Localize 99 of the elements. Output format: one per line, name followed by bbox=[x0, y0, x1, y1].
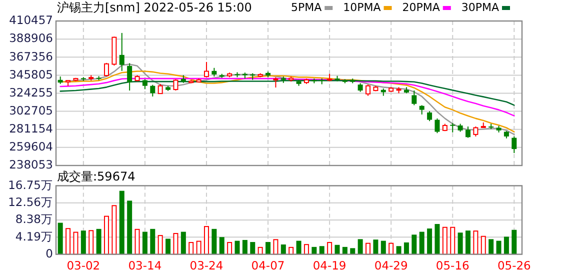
bar bbox=[58, 222, 63, 254]
bar bbox=[96, 228, 102, 254]
bar bbox=[358, 239, 363, 254]
bar bbox=[104, 216, 109, 255]
bar bbox=[504, 236, 509, 254]
y-tick-label: 12.56万 bbox=[8, 195, 53, 210]
candlestick bbox=[419, 104, 424, 115]
bar bbox=[242, 240, 248, 254]
candlestick bbox=[366, 84, 371, 96]
bar bbox=[280, 244, 286, 254]
y-tick-label: 8.38万 bbox=[15, 212, 53, 226]
bar bbox=[404, 242, 409, 254]
x-tick-label: 05-26 bbox=[497, 258, 531, 272]
x-tick-label: 04-29 bbox=[374, 258, 408, 272]
bar bbox=[219, 237, 224, 254]
candlestick bbox=[273, 76, 278, 88]
candlestick bbox=[427, 110, 432, 122]
bar bbox=[134, 228, 140, 255]
bar bbox=[466, 230, 471, 254]
candlestick bbox=[450, 122, 456, 133]
bar bbox=[373, 240, 378, 254]
candlestick bbox=[173, 78, 178, 92]
y-tick-label: 410457 bbox=[9, 13, 53, 28]
bar bbox=[458, 232, 463, 254]
x-tick-label: 05-16 bbox=[436, 258, 470, 272]
bar bbox=[419, 232, 424, 254]
x-tick-label: 03-24 bbox=[190, 258, 224, 272]
bar bbox=[412, 234, 417, 254]
candlestick bbox=[204, 61, 209, 78]
bar bbox=[150, 228, 156, 254]
bar bbox=[80, 230, 86, 254]
candlestick bbox=[150, 84, 156, 97]
candlestick bbox=[412, 90, 417, 106]
chart-title: 成交量:59674 bbox=[57, 169, 136, 184]
bar bbox=[380, 240, 386, 254]
bar bbox=[450, 226, 456, 255]
y-tick-label: 302705 bbox=[9, 103, 53, 118]
bar bbox=[88, 230, 94, 255]
bar bbox=[73, 232, 78, 255]
candlestick bbox=[473, 126, 478, 137]
chart-title: 沪锡主力[snm] 2022-05-26 15:00 bbox=[57, 0, 252, 14]
bar bbox=[66, 228, 71, 255]
y-tick-label: 16.75万 bbox=[8, 178, 53, 192]
bar bbox=[227, 242, 232, 255]
bar bbox=[234, 240, 240, 254]
candlestick bbox=[158, 83, 163, 94]
bar bbox=[473, 230, 478, 255]
bar bbox=[212, 228, 217, 254]
bar bbox=[266, 242, 271, 254]
legend-label: 30PMA bbox=[461, 1, 500, 14]
candlestick bbox=[466, 126, 471, 138]
y-tick-label: 345805 bbox=[9, 67, 53, 82]
candlestick bbox=[512, 136, 517, 154]
bar bbox=[196, 240, 202, 255]
bar bbox=[188, 242, 194, 255]
y-tick-label: 0 bbox=[46, 246, 53, 260]
bar bbox=[296, 240, 302, 254]
y-tick-label: 388906 bbox=[9, 31, 53, 46]
y-tick-label: 281154 bbox=[9, 122, 53, 136]
candlestick bbox=[434, 118, 440, 134]
x-tick-label: 04-19 bbox=[312, 258, 346, 272]
legend-label: 10PMA bbox=[343, 1, 382, 14]
bar bbox=[334, 244, 340, 254]
bar bbox=[427, 228, 432, 254]
candlestick bbox=[127, 62, 132, 92]
legend-label: 20PMA bbox=[402, 1, 440, 14]
bar bbox=[496, 240, 502, 254]
bar bbox=[112, 205, 117, 255]
bar bbox=[119, 190, 124, 254]
bar bbox=[442, 226, 448, 255]
x-tick-label: 03-14 bbox=[128, 258, 162, 272]
x-tick-label: 04-07 bbox=[251, 258, 285, 272]
bar bbox=[480, 236, 486, 255]
bar bbox=[142, 232, 148, 254]
candlestick bbox=[119, 32, 124, 72]
bar bbox=[127, 200, 132, 254]
bar bbox=[158, 235, 163, 255]
bar bbox=[173, 233, 178, 255]
bar bbox=[434, 224, 440, 254]
bar bbox=[488, 239, 494, 254]
bar bbox=[180, 232, 186, 254]
bar bbox=[204, 226, 209, 255]
y-tick-label: 259604 bbox=[9, 140, 53, 154]
bar bbox=[250, 242, 256, 254]
bar bbox=[304, 244, 309, 255]
y-tick-label: 238053 bbox=[9, 158, 53, 172]
bar bbox=[396, 246, 402, 254]
y-tick-label: 367356 bbox=[9, 49, 53, 64]
bar bbox=[512, 230, 517, 254]
candlestick bbox=[104, 62, 109, 77]
candlestick bbox=[142, 78, 148, 90]
bar bbox=[319, 246, 324, 254]
x-tick-label: 03-02 bbox=[66, 258, 100, 272]
y-tick-label: 4.19万 bbox=[15, 229, 53, 244]
bar bbox=[327, 242, 332, 255]
bar bbox=[273, 239, 278, 255]
y-tick-label: 324255 bbox=[9, 85, 53, 100]
bar bbox=[166, 238, 171, 254]
legend-label: 5PMA bbox=[290, 1, 322, 14]
